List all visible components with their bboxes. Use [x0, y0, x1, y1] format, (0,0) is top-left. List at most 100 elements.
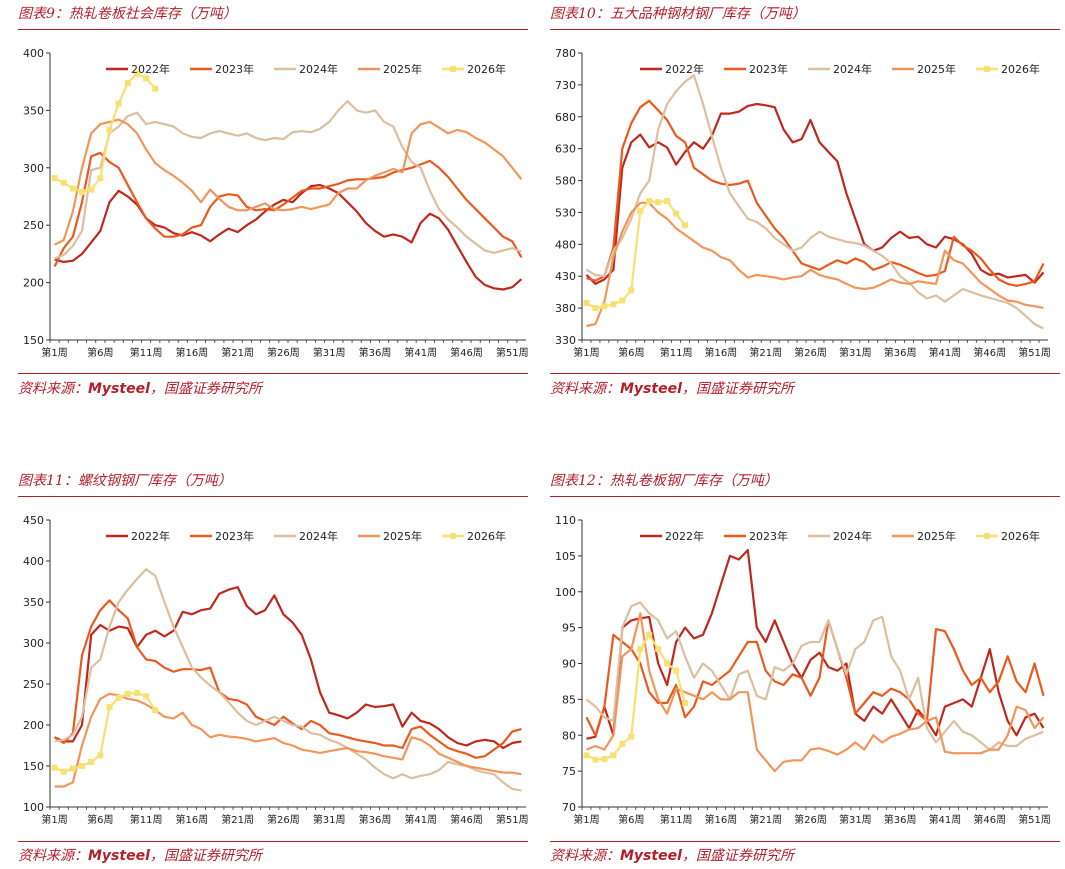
x-tick-label: 第16周: [176, 346, 209, 359]
legend-label: 2022年: [131, 529, 170, 543]
data-point-2026: [673, 667, 680, 674]
data-point-2026: [97, 175, 104, 182]
legend-label: 2026年: [467, 529, 506, 543]
data-point-2026: [124, 690, 131, 697]
data-point-2026: [88, 186, 95, 193]
x-tick-label: 第36周: [884, 346, 917, 359]
source-note: 资料来源：Mysteel，国盛证券研究所: [18, 848, 262, 864]
x-tick-label: 第51周: [1018, 346, 1051, 359]
data-point-2026: [637, 646, 644, 653]
y-tick-label: 90: [562, 658, 576, 671]
legend-label: 2025年: [917, 529, 956, 543]
x-tick-label: 第46周: [973, 346, 1006, 359]
x-tick-label: 第41周: [929, 346, 962, 359]
series-line-2022: [586, 548, 1045, 740]
legend-label: 2024年: [833, 62, 872, 76]
x-tick-label: 第46周: [450, 813, 483, 826]
y-tick-label: 380: [555, 302, 576, 315]
y-tick-label: 580: [555, 175, 576, 188]
legend-label: 2023年: [215, 529, 254, 543]
legend-marker: [984, 533, 990, 539]
x-tick-label: 第31周: [313, 346, 346, 359]
x-tick-label: 第31周: [313, 813, 346, 826]
y-tick-label: 530: [555, 206, 576, 219]
y-tick-label: 780: [555, 47, 576, 60]
y-tick-label: 200: [23, 277, 44, 290]
x-tick-label: 第26周: [794, 346, 827, 359]
title-rule: [550, 496, 1060, 497]
source-rule: [550, 373, 1060, 374]
series-line-2022: [54, 586, 522, 750]
x-tick-label: 第16周: [705, 346, 738, 359]
data-point-2026: [655, 199, 662, 206]
legend-label: 2022年: [131, 62, 170, 76]
data-point-2026: [60, 768, 67, 775]
x-tick-label: 第46周: [973, 813, 1006, 826]
x-tick-label: 第6周: [87, 346, 113, 359]
data-point-2026: [664, 660, 671, 667]
series-line-2025: [54, 118, 523, 246]
y-tick-label: 350: [23, 596, 44, 609]
data-point-2026: [51, 764, 58, 771]
data-point-2026: [79, 763, 86, 769]
series-line-2025: [586, 612, 1045, 773]
y-tick-label: 105: [555, 550, 576, 563]
legend-label: 2023年: [749, 62, 788, 76]
data-point-2026: [619, 740, 626, 747]
source-note: 资料来源：Mysteel，国盛证券研究所: [550, 381, 794, 397]
chart-title: 图表12：热轧卷板钢厂库存（万吨）: [550, 473, 778, 489]
y-tick-label: 300: [23, 637, 44, 650]
data-point-2026: [601, 755, 608, 762]
x-tick-label: 第16周: [176, 813, 209, 826]
chart-five-steel-mill-inventory: 330 380 430 480 530 580 630 680 730 780 第1周 第6周 第11周…: [555, 47, 1051, 359]
y-tick-label: 480: [555, 238, 576, 251]
series-line-2026: [54, 691, 157, 773]
data-point-2026: [152, 85, 159, 92]
series-line-2025: [586, 201, 1044, 328]
legend-label: 2023年: [215, 62, 254, 76]
data-point-2026: [655, 646, 662, 653]
series-line-2023: [585, 619, 1045, 737]
x-tick-label: 第21周: [749, 346, 782, 359]
x-tick-label: 第51周: [496, 813, 529, 826]
data-point-2026: [592, 305, 599, 312]
data-point-2026: [664, 197, 671, 204]
x-tick-label: 第11周: [130, 813, 163, 826]
x-tick-label: 第1周: [573, 346, 599, 359]
x-tick-label: 第36周: [359, 813, 392, 826]
x-tick-label: 第26周: [794, 813, 827, 826]
data-point-2026: [143, 693, 150, 700]
x-tick-label: 第36周: [359, 346, 392, 359]
x-tick-label: 第11周: [130, 346, 163, 359]
data-point-2026: [97, 752, 104, 759]
data-point-2026: [69, 765, 76, 772]
data-point-2026: [51, 175, 58, 182]
data-point-2026: [619, 297, 626, 304]
data-point-2026: [115, 100, 122, 107]
y-tick-label: 730: [555, 79, 576, 92]
data-point-2026: [583, 752, 590, 759]
title-rule: [18, 29, 528, 30]
x-tick-label: 第1周: [41, 346, 67, 359]
source-rule: [18, 841, 528, 842]
title-rule: [18, 496, 528, 497]
source-rule: [18, 373, 528, 374]
data-point-2026: [673, 210, 680, 217]
legend-label: 2025年: [917, 62, 956, 76]
data-point-2026: [610, 752, 617, 759]
data-point-2026: [115, 694, 122, 701]
data-point-2026: [133, 70, 140, 77]
legend-label: 2022年: [665, 62, 704, 76]
y-tick-label: 200: [23, 719, 44, 732]
x-tick-label: 第11周: [660, 813, 693, 826]
data-point-2026: [79, 188, 86, 195]
legend-label: 2025年: [383, 62, 422, 76]
y-tick-label: 300: [23, 162, 44, 175]
y-tick-label: 400: [23, 47, 44, 60]
x-tick-label: 第41周: [929, 813, 962, 826]
legend-label: 2025年: [383, 529, 422, 543]
data-point-2026: [106, 126, 113, 133]
series-line-2026: [54, 72, 157, 193]
series-line-2025: [54, 692, 522, 788]
legend-marker: [984, 66, 990, 72]
